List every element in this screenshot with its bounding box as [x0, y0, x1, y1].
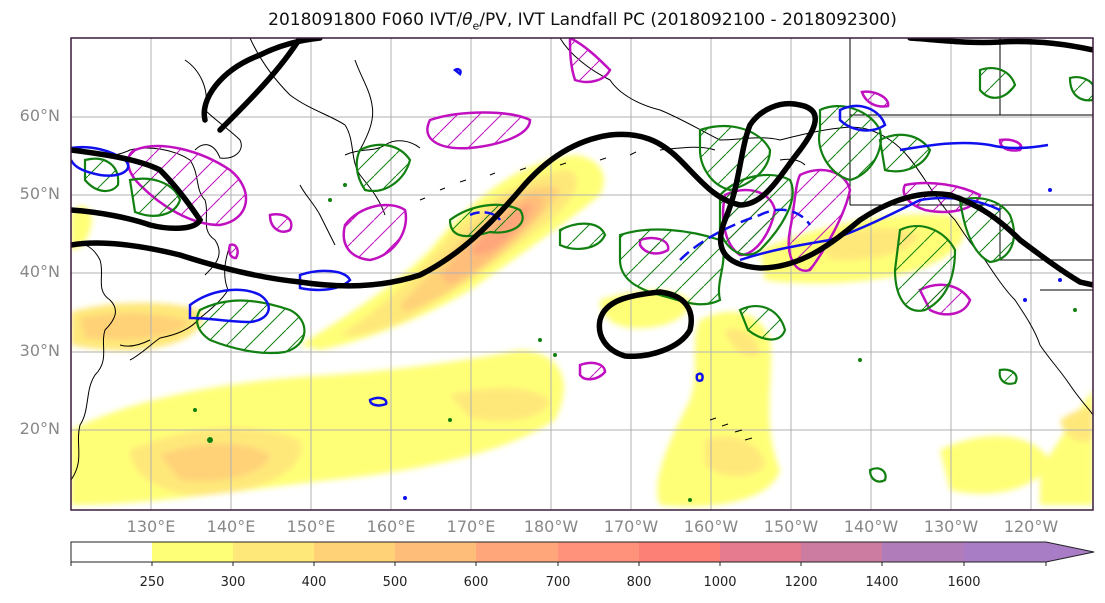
lon-label-130e: 130°E [126, 517, 176, 536]
colorbar-tick-300: 300 [220, 575, 246, 590]
colorbar-swatch-0 [71, 542, 152, 562]
colorbar-swatch-6 [558, 542, 639, 562]
colorbar-swatch-10 [882, 542, 964, 562]
colorbar-tick-1000: 1000 [703, 575, 737, 590]
colorbar-swatch-5 [476, 542, 558, 562]
lon-label-130w: 130°W [923, 517, 979, 536]
colorbar-swatch-11 [964, 542, 1046, 562]
colorbar-tick-250: 250 [139, 575, 165, 590]
lat-label-40n: 40°N [19, 262, 60, 281]
colorbar-swatch-1 [152, 542, 233, 562]
lat-label-50n: 50°N [19, 184, 60, 203]
lon-label-170w: 170°W [603, 517, 659, 536]
lon-label-160e: 160°E [366, 517, 416, 536]
colorbar-swatch-3 [314, 542, 395, 562]
colorbar-tick-700: 700 [545, 575, 571, 590]
lon-label-150w: 150°W [763, 517, 819, 536]
scatter-speckles [193, 183, 1077, 502]
lon-label-170e: 170°E [446, 517, 496, 536]
green-hatched-contours [83, 67, 1093, 483]
chart-title: 2018091800 F060 IVT/θe/PV, IVT Landfall … [268, 10, 897, 33]
map-frame [70, 37, 1094, 511]
colorbar-tick-400: 400 [301, 575, 327, 590]
colorbar-outline [70, 541, 1095, 563]
colorbar-tick-800: 800 [626, 575, 652, 590]
lon-label-160w: 160°W [683, 517, 739, 536]
colorbar-tick-500: 500 [382, 575, 408, 590]
colorbar-extend-arrow [1046, 542, 1094, 562]
theta-e-contours [71, 38, 1093, 359]
colorbar-swatch-2 [233, 542, 314, 562]
lon-label-140e: 140°E [206, 517, 256, 536]
lon-label-150e: 150°E [286, 517, 336, 536]
colorbar-tick-1400: 1400 [865, 575, 899, 590]
colorbar-tick-600: 600 [463, 575, 489, 590]
lat-label-30n: 30°N [19, 341, 60, 360]
lon-label-120w: 120°W [1003, 517, 1059, 536]
colorbar-swatch-9 [801, 542, 882, 562]
colorbar-swatch-7 [639, 542, 720, 562]
colorbar-tick-1200: 1200 [784, 575, 818, 590]
lat-label-20n: 20°N [19, 419, 60, 438]
lat-label-60n: 60°N [19, 106, 60, 125]
colorbar-swatch-4 [395, 542, 476, 562]
colorbar-tick-1600: 1600 [947, 575, 981, 590]
lon-label-140w: 140°W [843, 517, 899, 536]
colorbar [70, 541, 1095, 566]
lon-label-180w: 180°W [523, 517, 579, 536]
colorbar-swatch-8 [720, 542, 801, 562]
